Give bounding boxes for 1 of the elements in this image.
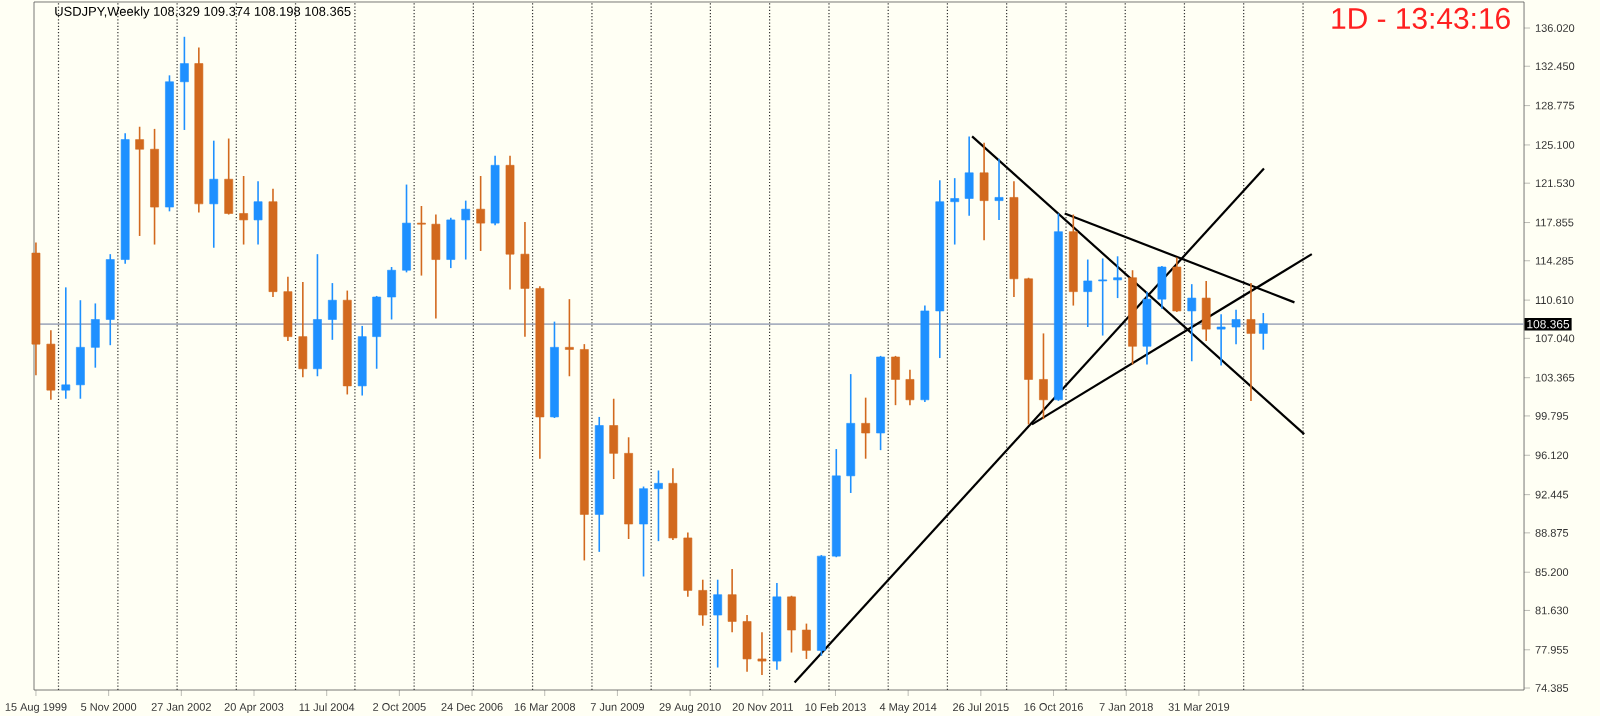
annotation: 1D - 13:43:16 — [1332, 7, 1510, 29]
